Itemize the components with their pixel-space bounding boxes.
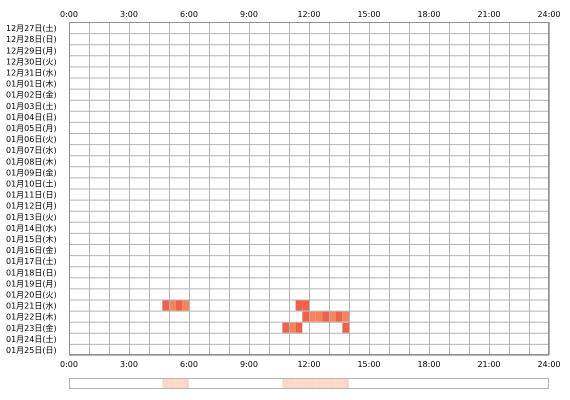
activity-cell <box>182 300 189 311</box>
day-row-label: 01月14日(水) <box>6 223 57 233</box>
day-row-label: 01月24日(土) <box>6 334 57 344</box>
x-tick-label-bottom: 24:00 <box>537 360 560 369</box>
activity-cell <box>282 322 289 333</box>
x-tick-label-bottom: 9:00 <box>240 360 258 369</box>
x-tick-label-top: 18:00 <box>417 10 440 19</box>
summary-strip-cell <box>182 378 189 388</box>
summary-strip-cell <box>315 378 323 388</box>
day-row-label: 01月15日(木) <box>6 234 57 244</box>
activity-cell <box>169 300 176 311</box>
activity-cell <box>175 300 183 311</box>
summary-strip-cell <box>309 378 316 388</box>
day-row-label: 01月01日(木) <box>6 79 57 89</box>
activity-cell <box>335 311 343 322</box>
x-tick-label-top: 15:00 <box>357 10 380 19</box>
day-row-label: 01月23日(金) <box>6 323 57 333</box>
summary-strip-cell <box>169 378 176 388</box>
day-row-label: 01月13日(火) <box>6 213 57 222</box>
day-row-label: 01月16日(金) <box>6 245 57 255</box>
day-row-label: 01月10日(土) <box>6 179 57 189</box>
day-row-label: 01月25日(日) <box>6 346 57 355</box>
summary-strip-cell <box>295 378 303 388</box>
activity-cell <box>315 311 323 322</box>
summary-strip-cell <box>335 378 343 388</box>
activity-cell <box>295 300 303 311</box>
day-row-label: 01月11日(日) <box>6 191 57 200</box>
summary-strip-cell <box>162 378 169 388</box>
summary-strip-cell <box>322 378 329 388</box>
x-tick-label-bottom: 18:00 <box>417 360 440 369</box>
x-tick-label-bottom: 6:00 <box>180 360 198 369</box>
x-tick-label-bottom: 0:00 <box>60 360 78 369</box>
summary-strip-cell <box>342 378 349 388</box>
summary-strip-cell <box>329 378 336 388</box>
activity-cell <box>342 311 349 322</box>
activity-cell <box>329 311 336 322</box>
day-row-label: 01月18日(日) <box>6 268 57 277</box>
day-row-label: 01月05日(月) <box>6 124 57 133</box>
x-tick-label-bottom: 3:00 <box>120 360 138 369</box>
day-row-label: 01月19日(月) <box>6 279 57 288</box>
day-row-label: 01月09日(金) <box>6 167 57 177</box>
activity-cell <box>309 311 316 322</box>
day-row-label: 01月20日(火) <box>6 291 57 300</box>
day-row-label: 01月03日(土) <box>6 101 57 111</box>
x-tick-label-bottom: 21:00 <box>477 360 500 369</box>
x-tick-label-top: 21:00 <box>477 10 500 19</box>
day-row-label: 01月21日(水) <box>6 301 57 311</box>
x-tick-label-bottom: 15:00 <box>357 360 380 369</box>
summary-strip <box>69 378 549 389</box>
day-row-label: 01月17日(土) <box>6 256 57 266</box>
day-row-label: 01月12日(月) <box>6 202 57 211</box>
x-tick-label-top: 6:00 <box>180 10 198 19</box>
x-tick-label-bottom: 12:00 <box>297 360 320 369</box>
summary-strip-cell <box>175 378 183 388</box>
day-row-label: 01月07日(水) <box>6 145 57 155</box>
x-tick-label-top: 24:00 <box>537 10 560 19</box>
activity-cell <box>295 322 303 333</box>
x-tick-label-top: 0:00 <box>60 10 78 19</box>
x-tick-label-top: 9:00 <box>240 10 258 19</box>
activity-cell <box>162 300 169 311</box>
activity-cell <box>322 311 329 322</box>
day-row-label: 12月29日(月) <box>6 46 57 55</box>
x-tick-label-top: 3:00 <box>120 10 138 19</box>
summary-strip-cell <box>282 378 289 388</box>
summary-strip-cell <box>302 378 309 388</box>
x-tick-label-top: 12:00 <box>297 10 320 19</box>
day-row-label: 01月06日(火) <box>6 135 57 144</box>
activity-cell <box>342 322 349 333</box>
activity-cell <box>289 322 296 333</box>
summary-strip-cell <box>289 378 296 388</box>
day-row-label: 12月27日(土) <box>6 23 57 33</box>
activity-cell <box>302 311 309 322</box>
day-row-label: 01月08日(木) <box>6 156 57 166</box>
activity-cell <box>302 300 309 311</box>
plot-border <box>69 22 549 355</box>
day-row-label: 12月28日(日) <box>6 35 57 44</box>
day-row-label: 01月22日(木) <box>6 312 57 322</box>
day-row-label: 12月31日(水) <box>6 68 57 78</box>
day-row-label: 12月30日(火) <box>6 57 57 66</box>
day-row-label: 01月04日(日) <box>6 113 57 122</box>
day-row-label: 01月02日(金) <box>6 90 57 100</box>
